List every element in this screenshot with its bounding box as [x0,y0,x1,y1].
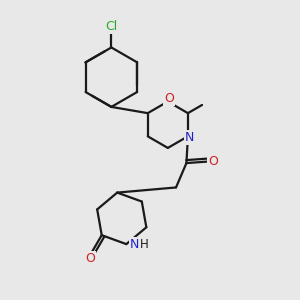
Text: O: O [85,252,95,265]
Text: N: N [185,131,194,144]
Text: Cl: Cl [105,20,118,33]
Text: O: O [164,92,174,105]
Text: H: H [140,238,148,251]
Text: N: N [130,238,139,250]
Text: O: O [208,155,218,168]
